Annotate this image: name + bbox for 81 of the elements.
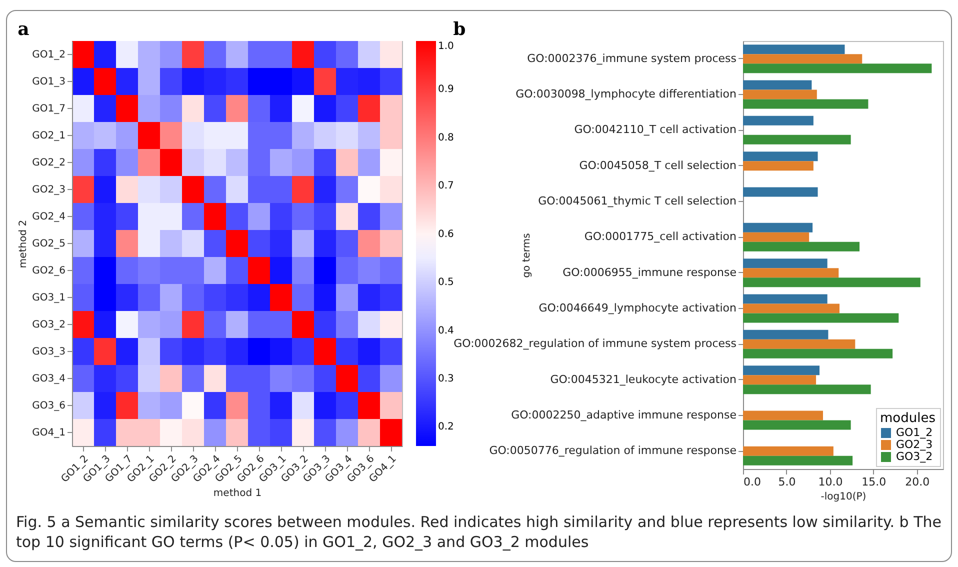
y-tick-label: GO3_2	[32, 320, 66, 330]
x-axis-title: -log10(P)	[820, 492, 866, 502]
x-tick-label: 15.0	[862, 476, 886, 488]
color-bar-label: 0.6	[438, 228, 454, 240]
y-tick-label: GO2_3	[32, 184, 66, 196]
y-tick-label: GO3_6	[32, 400, 66, 412]
bar	[743, 258, 828, 268]
bar	[743, 330, 828, 340]
bar	[743, 44, 845, 54]
legend-label: GO2_3	[896, 438, 933, 451]
color-bar-label: 1.0	[438, 41, 454, 52]
y-tick-label: GO:0045058_T cell selection	[579, 158, 737, 172]
bar	[743, 222, 813, 232]
bar	[743, 268, 839, 278]
y-tick-label: GO1_7	[32, 104, 66, 114]
y-tick-label: GO2_2	[32, 158, 66, 168]
color-bar-label: 0.4	[438, 325, 454, 336]
y-tick-label: GO2_6	[32, 266, 66, 276]
color-bar-label: 0.2	[438, 422, 454, 433]
x-tick-label: 0.0	[744, 476, 761, 488]
y-tick-label: GO4_1	[32, 428, 66, 438]
y-tick-label: GO3_3	[32, 346, 66, 358]
bar	[743, 313, 899, 323]
bar	[743, 339, 856, 349]
legend-label: GO1_2	[896, 426, 933, 439]
y-tick-label: GO1_3	[32, 76, 66, 88]
y-tick-label: GO:0002682_regulation of immune system process	[454, 337, 737, 350]
color-bar-label: 0.3	[438, 374, 454, 384]
y-tick-label: GO:0045061_thymic T cell selection	[538, 194, 737, 208]
bar	[743, 54, 862, 64]
bar	[743, 456, 853, 466]
y-tick-label: GO1_2	[32, 50, 66, 60]
y-axis-title: method 2	[18, 220, 30, 268]
bar	[743, 187, 818, 197]
color-bar-label: 0.7	[438, 180, 454, 192]
bar	[743, 80, 812, 90]
y-tick-label: GO3_1	[32, 292, 66, 304]
bar	[743, 242, 860, 252]
bar	[743, 410, 823, 420]
bar	[743, 116, 814, 126]
y-tick-label: GO:0046649_lymphocyte activation	[538, 302, 737, 314]
y-tick-label: GO:0042110_T cell activation	[574, 123, 737, 136]
bar	[743, 90, 817, 100]
bar	[743, 384, 871, 394]
y-tick-label: GO3_4	[32, 374, 66, 384]
y-tick-label: GO:0045321_leukocyte activation	[550, 372, 737, 386]
caption: Fig. 5 a Semantic similarity scores between modules. Red indicates high similarity and blue represents low similarity. b The top 10 significant GO terms (P< 0.05) in GO1_2, GO2_3 and GO3_2 modules	[16, 512, 942, 552]
bar	[743, 366, 820, 376]
x-tick-label: 5.0	[778, 476, 796, 488]
color-bar-label: 0.8	[438, 132, 454, 144]
bar	[743, 294, 828, 304]
bar	[743, 446, 834, 456]
color-bar-label: 0.9	[438, 84, 454, 96]
y-tick-label: GO2_4	[32, 212, 66, 222]
y-tick-label: GO:0006955_immune response	[562, 266, 737, 279]
bar	[743, 348, 893, 358]
bar	[743, 375, 816, 385]
legend-title: modules	[880, 411, 936, 426]
bar	[743, 278, 920, 288]
color-bar-label: 0.5	[438, 277, 454, 288]
bar	[743, 232, 810, 242]
x-tick-label: 20.0	[905, 476, 930, 488]
bar	[743, 152, 818, 162]
y-tick-label: GO:0030098_lymphocyte differentiation	[516, 88, 737, 100]
y-tick-label: GO2_5	[32, 238, 66, 250]
text: b	[453, 19, 466, 40]
x-tick-label: 10.0	[818, 476, 843, 488]
y-tick-label: GO:0002376_immune system process	[527, 52, 737, 65]
bar	[743, 161, 814, 171]
y-tick-label: GO:0001775_cell activation	[584, 230, 737, 244]
bar	[743, 99, 868, 109]
bar	[743, 420, 851, 430]
y-tick-label: GO:0050776_regulation of immune response	[489, 444, 737, 458]
bar	[743, 134, 851, 144]
chart-title: a	[18, 19, 30, 40]
bar	[743, 64, 932, 74]
x-axis-title: method 1	[213, 488, 262, 500]
y-tick-label: GO2_1	[32, 130, 66, 142]
y-axis-title: go terms	[522, 233, 532, 278]
bar	[743, 304, 840, 314]
y-tick-label: GO:0002250_adaptive immune response	[511, 408, 737, 422]
